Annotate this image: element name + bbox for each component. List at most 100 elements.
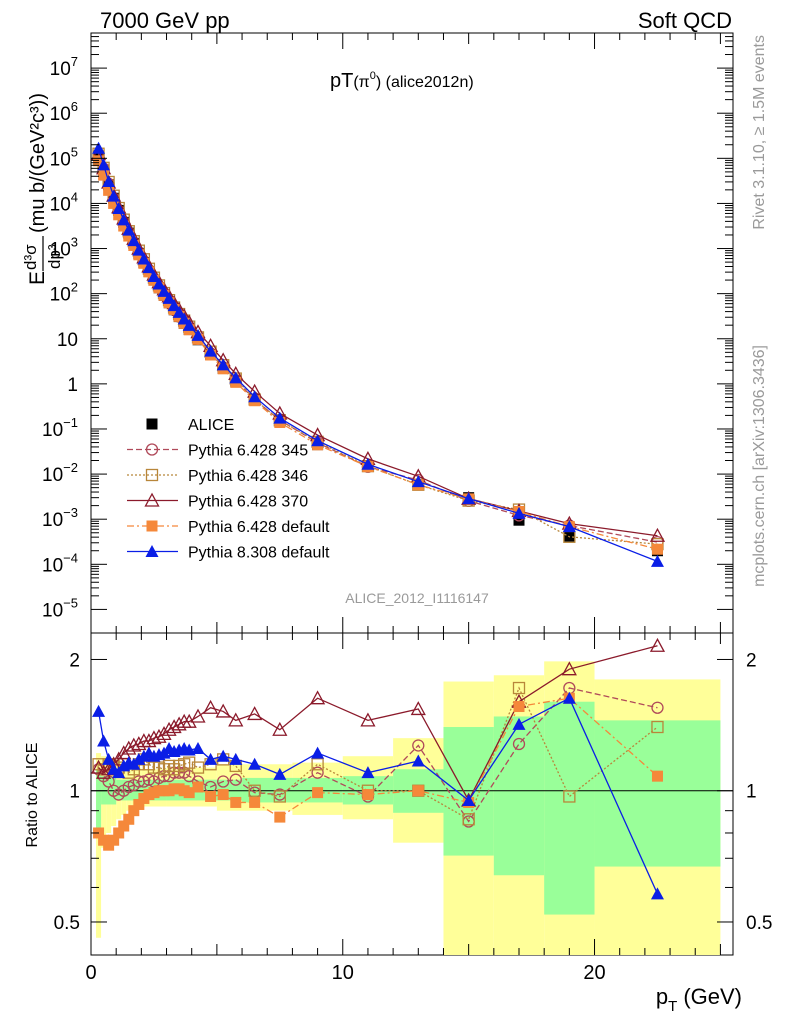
legend: ALICE Pythia 6.428 345 Pythia 6.428 346 Pyt…: [127, 417, 330, 562]
top-series-0: [93, 150, 663, 557]
ytick-base: 10: [50, 104, 71, 125]
ytick-label-top: 10−4: [42, 550, 78, 576]
ratio-marker-4-23: [248, 757, 262, 770]
top-line-4: [97, 160, 658, 550]
ratio-marker-4-24: [273, 767, 287, 780]
ratio-marker-3-19: [192, 781, 204, 793]
top-marker-5-10: [142, 261, 156, 274]
legend-label-3: Pythia 6.428 370: [188, 494, 308, 511]
ylabel-frac-den: dp³: [45, 244, 64, 269]
ytick-exp: −5: [63, 595, 78, 610]
top-line-5: [97, 148, 658, 563]
ytick-label-top: 10−2: [42, 460, 78, 486]
ylabel-unit: (mu b/(GeV²c³)): [27, 93, 49, 233]
top-marker-5-9: [137, 252, 151, 265]
top-marker-5-14: [162, 291, 176, 304]
ylabel-prefix: E: [26, 271, 49, 285]
top-series-4: [93, 155, 663, 555]
ylabel-frac-num: d³σ: [21, 244, 40, 270]
ytick-base: 10: [50, 194, 71, 215]
top-series-3: [90, 146, 666, 542]
ratio-marker-0-25: [311, 766, 324, 779]
ytick-label-top: 107: [50, 54, 78, 80]
ratio-marker-1-19: [191, 761, 205, 774]
top-marker-5-29: [512, 506, 526, 519]
ytick-label-top: 104: [50, 189, 78, 215]
top-series-1: [92, 148, 664, 549]
ytick-label-ratio-right: 0.5: [746, 913, 772, 934]
mcplots-label: mcplots.cern.ch [arXiv:1306.3436]: [751, 345, 768, 587]
ytick-exp: −1: [63, 415, 78, 430]
ytick-base: 10: [50, 59, 71, 80]
top-marker-5-6: [122, 223, 136, 236]
ytick-label-top: 105: [50, 144, 78, 170]
ytick-base: 10: [42, 420, 63, 441]
ratio-marker-3-18: [183, 787, 195, 799]
top-marker-5-25: [311, 434, 325, 447]
ratio-marker-3-24: [274, 811, 286, 823]
ratio-marker-1-31: [651, 720, 664, 734]
ratio-marker-4-19: [191, 741, 205, 754]
xlabel-main: p: [656, 984, 668, 1009]
header-process: Soft QCD: [638, 8, 732, 33]
legend-item-5: Pythia 8.308 default: [127, 545, 330, 562]
ratio-marker-2-7: [126, 737, 142, 752]
ratio-marker-2-10: [141, 733, 157, 748]
ratio-marker-1-30: [563, 790, 576, 803]
ytick-exp: 7: [71, 54, 78, 69]
legend-label-2: Pythia 6.428 346: [188, 468, 308, 485]
ratio-series-4: [92, 691, 664, 900]
legend-marker-1: [145, 443, 159, 456]
legend-label-1: Pythia 6.428 345: [188, 443, 308, 460]
ytick-base: 10: [57, 330, 78, 351]
ratio-marker-2-31: [649, 637, 666, 652]
ratio-marker-3-23: [249, 796, 261, 808]
ratio-marker-2-12: [151, 728, 167, 743]
ytick-base: 10: [42, 600, 63, 621]
ratio-marker-2-19: [190, 708, 206, 723]
ratio-marker-0-31: [651, 701, 664, 714]
ratio-marker-4-22: [229, 752, 243, 765]
ratio-marker-0-21: [217, 775, 230, 788]
plot-title-tag: (alice2012n): [381, 74, 474, 91]
ytick-label-top: 102: [50, 280, 78, 306]
ytick-label-ratio-left: 0.5: [54, 913, 80, 934]
ratio-marker-3-21: [217, 789, 229, 801]
ratio-marker-4-27: [411, 754, 425, 767]
band-green-bin-8: [493, 716, 545, 876]
band-green-bin-10: [594, 720, 721, 867]
ratio-marker-2-25: [309, 690, 326, 705]
ratio-marker-2-16: [171, 716, 187, 731]
ratio-marker-1-29: [512, 681, 526, 695]
legend-marker-2: [145, 468, 159, 482]
top-marker-5-15: [167, 299, 181, 312]
ytick-label-top: 10: [57, 330, 78, 351]
top-marker-5-5: [117, 213, 131, 226]
top-marker-5-4: [112, 202, 126, 215]
ratio-marker-2-13: [156, 726, 172, 741]
ytick-exp: 5: [71, 144, 78, 159]
ytick-exp: 3: [71, 235, 78, 250]
ytick-base: 10: [42, 465, 63, 486]
ratio-marker-4-21: [216, 749, 230, 762]
ytick-label-top: 10−1: [42, 415, 78, 441]
ytick-label-ratio-left: 2: [69, 650, 80, 671]
ratio-marker-3-22: [230, 796, 242, 808]
legend-label-5: Pythia 8.308 default: [188, 545, 330, 562]
top-marker-5-12: [152, 277, 166, 290]
top-marker-5-8: [132, 243, 146, 256]
ratio-marker-2-22: [228, 712, 244, 727]
ratio-marker-0-29: [512, 737, 526, 751]
ytick-base: 10: [50, 240, 71, 261]
ratio-marker-4-0: [92, 704, 106, 717]
top-line-3: [97, 153, 658, 537]
ratio-marker-0-9: [137, 775, 151, 788]
top-marker-5-24: [273, 411, 287, 424]
legend-marker-0: [146, 418, 158, 430]
top-marker-4-6: [123, 230, 135, 242]
top-marker-5-13: [157, 284, 171, 297]
ytick-label-top: 1: [67, 375, 78, 396]
plot-title-close: ): [376, 74, 381, 91]
ratio-marker-3-25: [312, 787, 324, 799]
ratio-marker-4-2: [102, 752, 116, 765]
